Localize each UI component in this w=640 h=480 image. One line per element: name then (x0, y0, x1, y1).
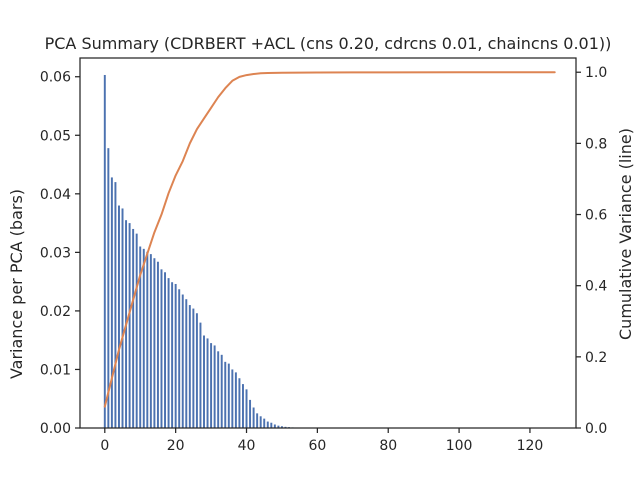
y2-tick-label: 0.0 (585, 421, 607, 437)
y2-tick-label: 0.8 (585, 136, 607, 152)
y-tick-label: 0.00 (40, 421, 71, 437)
x-tick-label: 20 (167, 438, 185, 454)
bar-pc-50 (280, 426, 283, 428)
bar-pc-8 (132, 228, 135, 428)
y-tick-label: 0.03 (40, 245, 71, 261)
bar-pc-32 (217, 351, 220, 428)
bar-pc-19 (171, 282, 174, 428)
x-tick-label: 100 (446, 438, 473, 454)
bar-pc-1 (107, 148, 110, 428)
bar-pc-30 (210, 343, 213, 428)
bar-pc-7 (128, 223, 131, 428)
cumulative-line-layer (103, 71, 556, 408)
bar-pc-39 (242, 384, 244, 428)
bar-pc-40 (245, 389, 248, 428)
bar-pc-17 (164, 272, 166, 428)
bar-pc-15 (156, 261, 159, 428)
x-tick-label: 40 (238, 438, 256, 454)
bar-pc-43 (256, 413, 259, 428)
y2-tick-label: 0.6 (585, 208, 607, 224)
bar-pc-44 (259, 416, 262, 428)
bar-pc-0 (103, 74, 106, 428)
bar-series (103, 74, 315, 428)
bar-pc-16 (160, 269, 163, 428)
y-axis-ticks: 0.00 0.01 0.02 0.03 0.04 0.05 0.06 (40, 70, 80, 437)
y-tick-label: 0.04 (40, 187, 71, 203)
bar-pc-29 (206, 338, 209, 428)
bar-pc-23 (185, 299, 188, 428)
bar-pc-36 (231, 369, 234, 428)
x-tick-label: 80 (379, 438, 397, 454)
bar-pc-38 (238, 378, 241, 428)
y2-tick-label: 1.0 (585, 65, 607, 81)
bar-pc-4 (118, 205, 120, 428)
bar-pc-13 (149, 254, 152, 428)
bar-pc-11 (142, 248, 145, 428)
bar-pc-12 (146, 251, 149, 428)
axes-frame (79, 57, 577, 429)
bar-pc-41 (249, 399, 252, 428)
y2-axis-title: Cumulative Variance (line) (616, 128, 635, 340)
bar-pc-31 (213, 345, 216, 428)
x-tick-label: 60 (308, 438, 326, 454)
x-tick-label: 120 (517, 438, 544, 454)
bar-pc-14 (153, 258, 156, 428)
bar-pc-2 (110, 177, 113, 428)
bar-pc-20 (174, 283, 177, 428)
x-axis-ticks: 0 20 40 60 80 100 120 (100, 428, 543, 454)
bar-pc-5 (121, 208, 124, 428)
bar-pc-3 (114, 182, 117, 428)
bar-pc-47 (270, 422, 273, 428)
bar-pc-26 (195, 313, 198, 428)
bar-pc-28 (203, 335, 205, 428)
y2-axis-ticks: 0.0 0.2 0.4 0.6 0.8 1.0 (576, 65, 607, 437)
bar-pc-18 (167, 278, 170, 428)
bar-pc-24 (188, 305, 191, 428)
plot-frame (79, 57, 577, 429)
bar-pc-10 (139, 246, 142, 428)
bar-pc-42 (252, 407, 255, 428)
bar-pc-27 (199, 322, 202, 428)
cumulative-variance-line (103, 71, 556, 408)
x-tick-label: 0 (100, 438, 109, 454)
bar-pc-37 (234, 372, 237, 428)
chart-title: PCA Summary (CDRBERT +ACL (cns 0.20, cdr… (45, 34, 612, 53)
y2-tick-label: 0.4 (585, 279, 607, 295)
bar-pc-45 (263, 418, 266, 428)
y-axis-title: Variance per PCA (bars) (7, 189, 26, 379)
bar-pc-21 (178, 289, 181, 428)
y-tick-label: 0.01 (40, 362, 71, 378)
bar-pc-22 (181, 294, 184, 428)
bar-pc-46 (266, 421, 269, 428)
bar-pc-48 (273, 424, 276, 428)
y-tick-label: 0.02 (40, 304, 71, 320)
y-tick-label: 0.05 (40, 128, 71, 144)
bar-pc-49 (277, 425, 280, 428)
bar-pc-34 (224, 361, 227, 428)
bar-pc-25 (192, 308, 195, 428)
y-tick-label: 0.06 (40, 70, 71, 86)
bar-pc-35 (227, 363, 230, 428)
y2-tick-label: 0.2 (585, 350, 607, 366)
bar-pc-9 (135, 233, 138, 428)
bar-pc-33 (220, 354, 223, 428)
